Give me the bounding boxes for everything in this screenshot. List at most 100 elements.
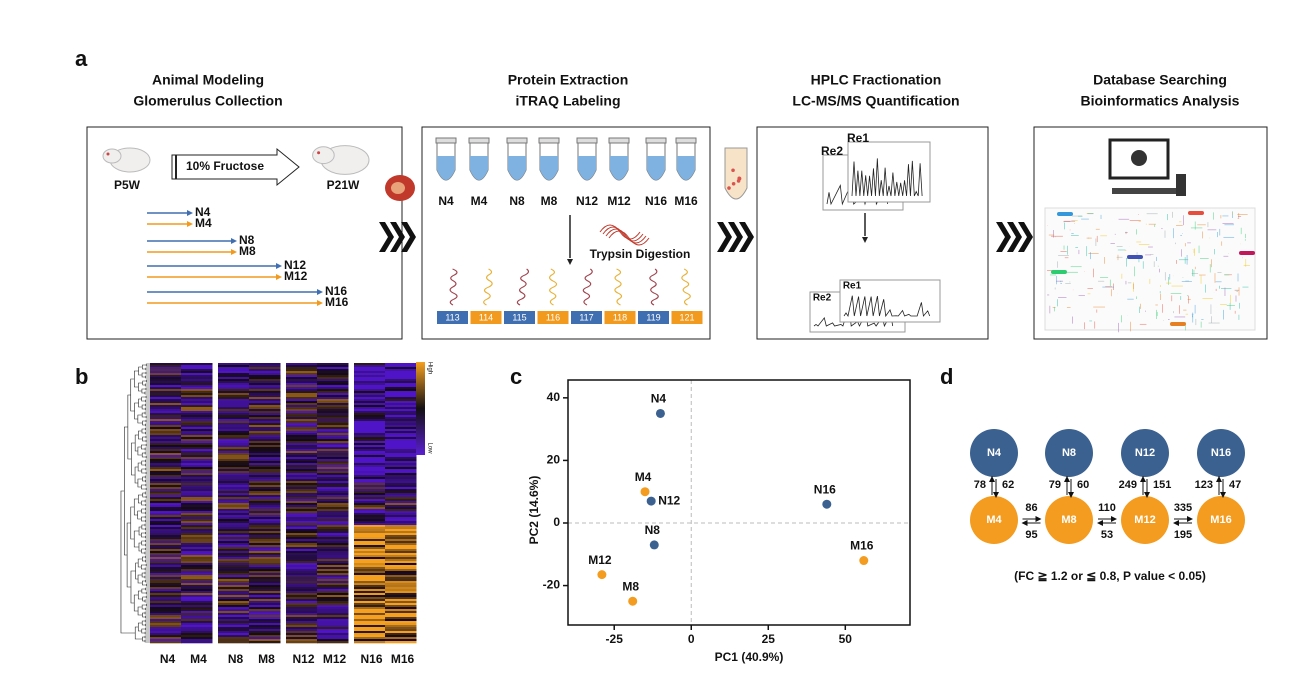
dendrogram — [145, 375, 150, 379]
heatmap-cell — [150, 431, 182, 434]
count: 86 — [1025, 502, 1037, 514]
heatmap-cell — [385, 539, 417, 542]
heatmap-cell — [249, 627, 281, 630]
heatmap-cell — [150, 593, 182, 596]
heatmap-cell — [317, 421, 349, 424]
x-tick-label: 0 — [688, 632, 695, 646]
chevron — [390, 222, 405, 252]
heatmap-cell — [249, 595, 281, 598]
heatmap-cell — [354, 485, 386, 488]
heatmap-cell — [354, 441, 386, 444]
heatmap-cell — [354, 489, 386, 492]
panel-label: a — [75, 46, 88, 71]
dendrogram — [137, 606, 143, 616]
heatmap-cell — [249, 447, 281, 450]
heatmap-cell — [385, 543, 417, 546]
heatmap-cell — [286, 443, 318, 446]
dendrogram — [134, 626, 143, 640]
heatmap-cell — [286, 411, 318, 414]
heatmap-cell — [249, 373, 281, 376]
heatmap-cell — [385, 465, 417, 468]
heatmap-cell — [218, 543, 250, 546]
count: 47 — [1229, 479, 1241, 491]
heatmap-cell — [181, 431, 213, 434]
heatmap-cell — [249, 451, 281, 454]
heatmap-cell — [286, 379, 318, 382]
heatmap-cell — [354, 401, 386, 404]
heatmap-cell — [354, 541, 386, 544]
heatmap-cell — [317, 623, 349, 626]
heatmap-cell — [354, 547, 386, 550]
dendrogram — [130, 378, 135, 412]
heatmap-cell — [181, 505, 213, 508]
heatmap-cell — [218, 479, 250, 482]
heatmap-cell — [249, 455, 281, 458]
dendrogram — [144, 391, 150, 395]
heatmap-cell — [317, 477, 349, 480]
heatmap-cell — [385, 429, 417, 432]
heatmap-cell — [249, 563, 281, 566]
peptide — [549, 268, 558, 306]
dendrogram — [145, 367, 150, 371]
dendrogram — [141, 452, 147, 458]
heatmap-cell — [150, 583, 182, 586]
tag-label: 118 — [613, 312, 627, 322]
heatmap-cell — [150, 613, 182, 616]
heatmap-cell — [354, 381, 386, 384]
heatmap-cell — [249, 511, 281, 514]
heatmap-cell — [218, 615, 250, 618]
db-icon — [1131, 150, 1147, 166]
heatmap-cell — [385, 535, 417, 538]
heatmap-cell — [150, 403, 182, 406]
heatmap-cell — [286, 521, 318, 524]
heatmap-cell — [181, 579, 213, 582]
heatmap-cell — [317, 629, 349, 632]
heatmap-cell — [150, 599, 182, 602]
heatmap-cell — [317, 511, 349, 514]
heatmap-cell — [218, 435, 250, 438]
heatmap-cell — [218, 419, 250, 422]
heatmap-cell — [354, 437, 386, 440]
heatmap-cell — [385, 555, 417, 558]
heatmap-cell — [317, 627, 349, 630]
heatmap-cell — [317, 601, 349, 604]
point-label: N4 — [651, 392, 667, 406]
timeline-label: N16 — [325, 284, 347, 298]
heatmap-cell — [150, 519, 182, 522]
heatmap-cell — [317, 605, 349, 608]
heatmap-cell — [249, 393, 281, 396]
heatmap-cell — [150, 461, 182, 464]
heatmap-cell — [181, 395, 213, 398]
heatmap-cell — [354, 579, 386, 582]
heatmap-cell — [354, 641, 386, 644]
heatmap-cell — [317, 521, 349, 524]
heatmap-cell — [286, 429, 318, 432]
arrow-head — [993, 492, 999, 498]
heatmap-cell — [249, 445, 281, 448]
heatmap-cell — [385, 637, 417, 640]
heatmap-cell — [249, 549, 281, 552]
heatmap-cell — [249, 385, 281, 388]
heatmap-cell — [354, 399, 386, 402]
count: 62 — [1002, 479, 1014, 491]
heatmap-cell — [317, 409, 349, 412]
heatmap-cell — [286, 531, 318, 534]
heatmap-cell — [286, 405, 318, 408]
heatmap-cell — [286, 559, 318, 562]
dendrogram — [130, 570, 136, 604]
tube-cap — [468, 137, 490, 144]
arrow-head — [1111, 516, 1117, 522]
dendrogram — [145, 555, 150, 559]
heatmap-cell — [181, 515, 213, 518]
arrow-head — [187, 210, 193, 216]
tube-cap — [538, 137, 560, 144]
dendrogram — [144, 383, 150, 387]
heatmap-cell — [218, 571, 250, 574]
heatmap-cell — [354, 465, 386, 468]
heatmap-cell — [317, 591, 349, 594]
x-tick-label: 25 — [762, 632, 776, 646]
heatmap-cell — [181, 419, 213, 422]
timeline-label: N8 — [239, 233, 255, 247]
heatmap-cell — [286, 623, 318, 626]
heatmap-cell — [317, 419, 349, 422]
